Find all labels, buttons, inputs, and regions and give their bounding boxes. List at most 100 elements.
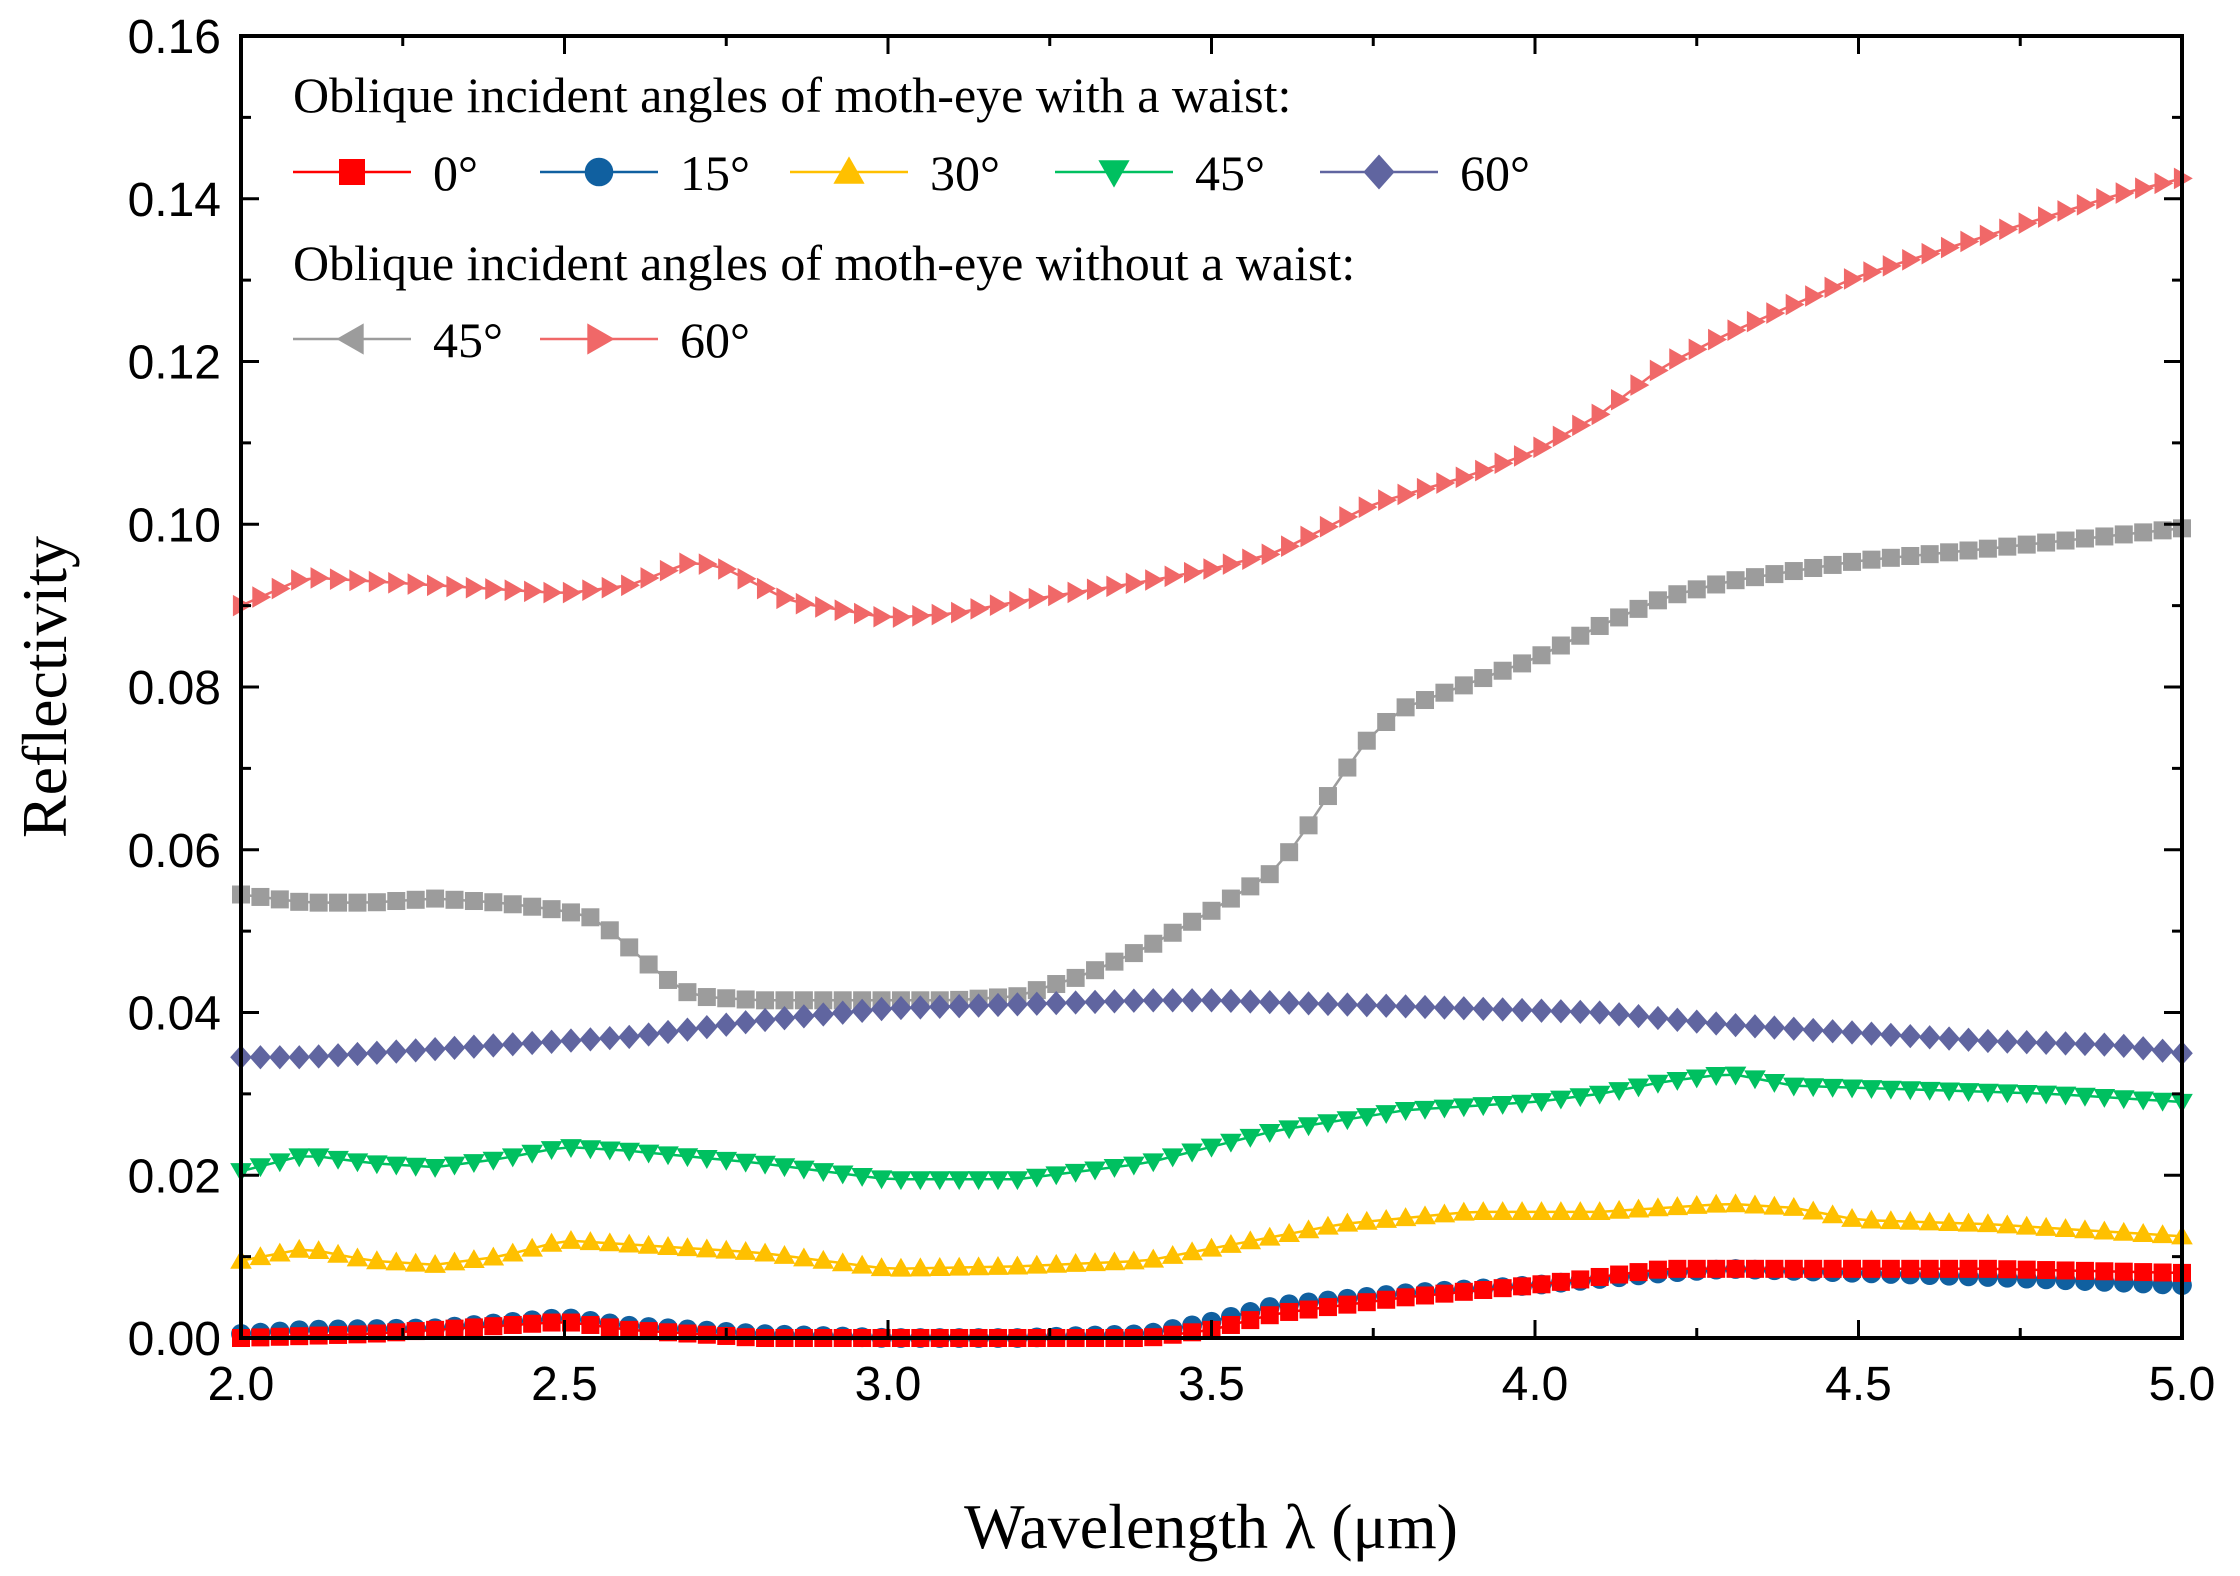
data-point — [679, 552, 699, 575]
data-point — [1397, 483, 1417, 506]
data-point — [2056, 531, 2075, 550]
data-point — [560, 1229, 582, 1249]
data-point — [2056, 1261, 2075, 1280]
data-point — [989, 594, 1009, 617]
data-point — [1841, 1020, 1863, 1045]
data-point — [424, 1159, 446, 1178]
data-point — [1455, 466, 1475, 489]
data-point — [1571, 626, 1590, 645]
data-point — [1394, 1102, 1417, 1121]
data-point — [1453, 996, 1475, 1021]
data-point — [1783, 1077, 1805, 1097]
data-point — [676, 1017, 699, 1042]
data-point — [967, 1171, 990, 1191]
data-point — [1491, 1095, 1514, 1115]
data-point — [1183, 912, 1202, 931]
data-point — [1569, 1088, 1592, 1108]
data-point — [657, 1019, 679, 1045]
data-point — [1862, 550, 1881, 569]
data-point — [1629, 1263, 1648, 1282]
data-point — [1996, 1029, 2019, 1054]
data-point — [696, 1014, 718, 1040]
data-point — [1278, 990, 1300, 1015]
legend-entry: 60° — [1320, 145, 1530, 201]
data-point — [406, 1322, 425, 1341]
data-point — [1416, 1286, 1435, 1305]
y-tick-label: 0.08 — [128, 662, 221, 715]
data-point — [1783, 1197, 1805, 1216]
data-point — [1784, 1259, 1803, 1278]
data-point — [1026, 991, 1048, 1016]
data-point — [1064, 1253, 1087, 1272]
data-point — [1475, 459, 1495, 482]
data-point — [793, 1247, 815, 1267]
data-point — [1377, 712, 1396, 731]
data-point — [1957, 1083, 1980, 1103]
data-point — [2074, 1031, 2096, 1057]
data-point — [1472, 996, 1495, 1021]
data-point — [426, 1320, 445, 1339]
data-point — [697, 988, 716, 1007]
data-point — [309, 1326, 328, 1345]
data-point — [307, 1148, 330, 1168]
data-point — [2151, 1092, 2174, 1112]
data-point — [2015, 1215, 2038, 1235]
data-point — [1705, 1067, 1727, 1086]
data-point — [1590, 616, 1609, 635]
data-point — [851, 1254, 873, 1274]
data-point — [1142, 1248, 1165, 1268]
data-point — [854, 602, 873, 625]
data-point — [1106, 575, 1126, 598]
data-point — [1278, 1120, 1300, 1140]
data-point — [1339, 506, 1359, 528]
data-point — [1843, 268, 1863, 290]
data-point — [696, 1238, 718, 1258]
data-point — [464, 1318, 483, 1337]
legend-marker — [1098, 160, 1130, 188]
data-point — [1940, 543, 1959, 562]
data-point — [2154, 172, 2174, 195]
legend-label: 45° — [433, 312, 503, 368]
data-point — [1454, 1282, 1473, 1301]
data-point — [851, 998, 873, 1024]
data-point — [637, 1022, 660, 1047]
data-point — [831, 1165, 854, 1185]
data-point — [249, 1045, 272, 1070]
data-point — [1511, 1201, 1533, 1220]
data-point — [1355, 1108, 1378, 1128]
data-point — [1960, 230, 1980, 253]
data-point — [1687, 1259, 1706, 1278]
data-point — [2075, 529, 2094, 548]
data-point — [1824, 276, 1844, 299]
y-tick-label: 0.04 — [128, 988, 221, 1041]
data-point — [560, 1028, 582, 1053]
data-point — [2074, 1087, 2096, 1107]
data-point — [890, 1171, 912, 1191]
data-point — [1550, 1090, 1572, 1110]
data-point — [1317, 991, 1339, 1017]
data-point — [1239, 989, 1262, 1014]
data-point — [1608, 1002, 1630, 1027]
data-point — [521, 1144, 543, 1164]
data-point — [1280, 1302, 1299, 1321]
series-4 — [230, 1066, 2193, 1191]
data-point — [1745, 1259, 1764, 1278]
data-point — [1181, 1241, 1203, 1261]
data-point — [327, 1150, 349, 1170]
data-point — [482, 1246, 505, 1266]
data-point — [2076, 194, 2096, 216]
data-point — [1299, 1300, 1318, 1319]
data-point — [1433, 1203, 1456, 1223]
data-point — [1048, 584, 1068, 607]
y-tick-label: 0.10 — [128, 499, 221, 552]
data-point — [2114, 1262, 2133, 1281]
data-point — [1297, 991, 1320, 1016]
data-point — [1707, 575, 1726, 594]
data-point — [620, 1320, 639, 1339]
series-3 — [230, 1193, 2193, 1277]
data-point — [1766, 302, 1786, 324]
data-point — [1880, 1210, 1902, 1230]
data-point — [1317, 1114, 1339, 1134]
data-point — [1123, 988, 1145, 1013]
data-point — [948, 1171, 970, 1191]
